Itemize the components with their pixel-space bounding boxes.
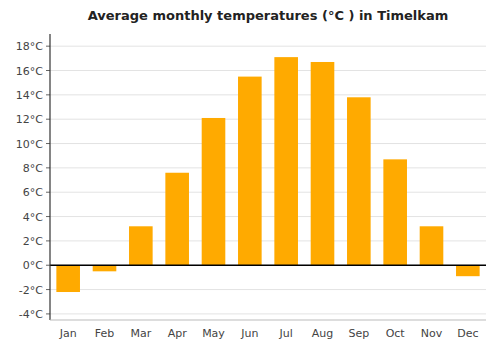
plot-bottom-line <box>50 320 486 321</box>
grid-line <box>50 313 486 314</box>
tick-label: -4°C <box>19 308 43 321</box>
grid-line <box>50 143 486 144</box>
category-label: Jul <box>279 327 293 340</box>
y-axis: -4°C -2°C 0°C 2°C 4°C 6°C 8°C 10°C 12°C 14°C 16°C 1… <box>16 40 486 321</box>
grid-line <box>50 119 486 120</box>
category-label: Aug <box>312 327 333 340</box>
grid-line <box>50 46 486 47</box>
bar <box>202 118 226 265</box>
tick-label: 10°C <box>16 138 43 151</box>
bar <box>456 265 480 276</box>
tick-label: 18°C <box>16 40 43 53</box>
tick-label: -2°C <box>19 284 43 297</box>
category-label: Nov <box>421 327 443 340</box>
category-label: Apr <box>168 327 188 340</box>
bar <box>56 265 80 292</box>
y-axis-line <box>49 34 50 320</box>
category-label: Sep <box>348 327 369 340</box>
title: Average monthly temperatures (°C ) in Ti… <box>88 8 449 23</box>
bars <box>56 57 479 292</box>
bar <box>274 57 298 265</box>
bar <box>383 159 407 265</box>
grid-line <box>50 167 486 168</box>
chart-container: Average monthly temperatures (°C ) in Ti… <box>0 0 500 350</box>
category-label: Mar <box>130 327 151 340</box>
tick-label: 8°C <box>23 162 43 175</box>
zero-line <box>50 264 486 266</box>
tick-label: 4°C <box>23 211 43 224</box>
bar <box>129 226 153 265</box>
tick-label: 0°C <box>23 259 43 272</box>
grid-line <box>50 289 486 290</box>
x-axis: Jan Feb Mar Apr May Jun Jul Aug Sep Oct Nov Dec <box>59 327 479 340</box>
bar <box>93 265 117 271</box>
bar <box>311 62 335 265</box>
bar <box>420 226 444 265</box>
category-label: Oct <box>386 327 406 340</box>
tick-label: 16°C <box>16 65 43 78</box>
category-label: May <box>202 327 225 340</box>
category-label: Feb <box>95 327 114 340</box>
tick-label: 2°C <box>23 235 43 248</box>
tick-label: 14°C <box>16 89 43 102</box>
bar <box>238 77 262 266</box>
category-label: Jun <box>240 327 258 340</box>
category-label: Jan <box>59 327 77 340</box>
chart-svg: Average monthly temperatures (°C ) in Ti… <box>0 0 500 350</box>
grid-line <box>50 216 486 217</box>
bar <box>347 97 371 265</box>
bar <box>165 173 189 265</box>
tick-label: 6°C <box>23 186 43 199</box>
tick-label: 12°C <box>16 113 43 126</box>
category-label: Dec <box>457 327 478 340</box>
grid-line <box>50 265 486 266</box>
grid-line <box>50 192 486 193</box>
grid-line <box>50 70 486 71</box>
grid-line <box>50 94 486 95</box>
